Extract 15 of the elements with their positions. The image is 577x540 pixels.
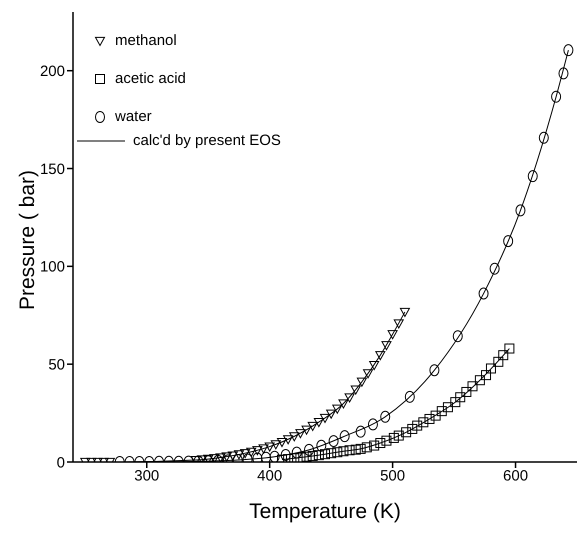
- legend-label: calc'd by present EOS: [133, 132, 281, 150]
- y-axis-title: Pressure ( bar): [16, 170, 39, 310]
- y-tick-label: 150: [40, 160, 65, 178]
- x-tick-label: 300: [134, 468, 160, 485]
- y-tick-label: 0: [56, 454, 65, 472]
- y-tick-label: 200: [40, 63, 65, 80]
- x-axis-title: Temperature (K): [249, 500, 401, 523]
- x-tick-label: 500: [380, 468, 406, 485]
- legend-label: methanol: [115, 32, 177, 50]
- x-tick-label: 400: [257, 468, 282, 485]
- legend-label: acetic acid: [115, 70, 186, 88]
- x-tick-label: 600: [503, 468, 528, 485]
- y-tick-label: 100: [40, 258, 65, 276]
- y-tick-label: 50: [48, 356, 65, 374]
- legend-label: water: [115, 108, 152, 126]
